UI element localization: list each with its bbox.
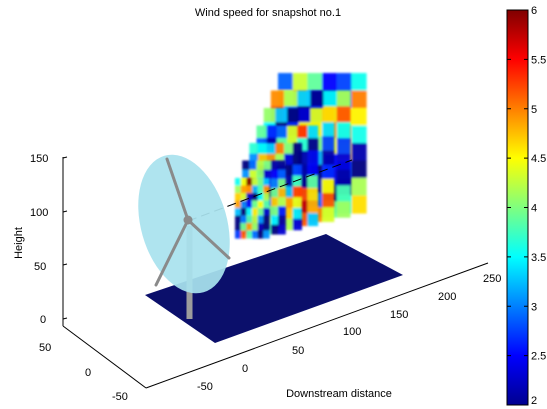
x-tick-label: 50 [292, 345, 304, 357]
colorbar-tick-label: 3 [531, 301, 537, 313]
ground-plane [145, 234, 403, 343]
snapshot-plane [235, 178, 270, 239]
colorbar: 2 2.5 3 3.5 4 4.5 5 5.5 6 [506, 5, 546, 407]
wind-turbine [138, 154, 353, 319]
rotor-disk [138, 154, 230, 294]
wind-snapshot-planes [235, 73, 367, 239]
axes-box [62, 157, 489, 389]
colorbar-tick-label: 3.5 [531, 252, 546, 264]
x-ticks: -50 0 50 100 150 200 250 [197, 273, 501, 393]
colorbar-tick-label: 4.5 [531, 153, 546, 165]
y-ticks: 50 0 -50 [39, 342, 128, 403]
colorbar-tick-label: 4 [531, 203, 537, 215]
x-tick-label: -50 [197, 381, 213, 393]
z-ticks: 150 100 50 0 [30, 153, 68, 326]
x-axis-label: Downstream distance [286, 388, 392, 400]
colorbar-tick-label: 2 [531, 395, 537, 407]
x-tick-label: 250 [483, 273, 501, 285]
x-tick-label: 0 [242, 363, 248, 375]
y-axis-line [62, 325, 147, 389]
z-tick-label: 100 [30, 207, 48, 219]
z-tick-label: 0 [40, 314, 46, 326]
turbine-hub [183, 215, 193, 225]
chart-title: Wind speed for snapshot no.1 [195, 7, 341, 19]
x-axis-line [145, 262, 489, 389]
colorbar-tick-label: 6 [531, 5, 537, 17]
colorbar-tick-label: 5 [531, 104, 537, 116]
y-tick-label: 0 [85, 367, 91, 379]
turbine-blades [154, 157, 231, 287]
x-tick-label: 150 [390, 309, 408, 321]
y-tick-label: 50 [39, 342, 51, 354]
colorbar-tick-label: 2.5 [531, 351, 546, 363]
z-axis-label: Height [13, 227, 25, 259]
x-tick-label: 100 [343, 326, 361, 338]
z-tick-label: 50 [34, 261, 46, 273]
z-tick-label: 150 [30, 153, 48, 165]
colorbar-tick-label: 5.5 [531, 54, 546, 66]
x-tick-label: 200 [438, 291, 456, 303]
y-tick-label: -50 [112, 391, 128, 403]
